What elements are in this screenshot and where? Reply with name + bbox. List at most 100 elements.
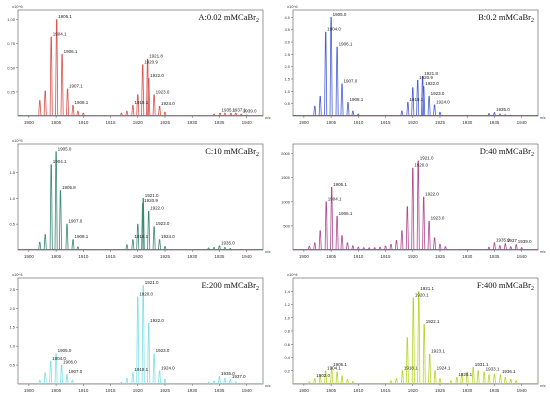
x-tick-label: 1910: [353, 254, 364, 259]
spectrum-panel-f: x10^4 0.2 0.4 0.6 0.8 1.0 1.2 1.4 1900 1905 1910 19…: [275, 268, 550, 402]
peak-label: 1928.1: [458, 372, 472, 377]
spectrum-peak: [449, 380, 453, 385]
peak-label: 1921.1: [420, 286, 434, 291]
spectrum-peak: [147, 323, 151, 385]
spectrum-panel-e: x10^4 0.5 1.0 1.5 2.0 2.5 1900 1905 1910 1915 1920…: [0, 268, 275, 402]
spectrum-peak: [503, 114, 507, 117]
panel-title-subscript: 2: [531, 18, 534, 24]
plot-frame: [292, 143, 539, 251]
spectrum-peak: [324, 370, 328, 385]
peak-label: 1921.0: [420, 155, 434, 160]
spectrum-peak: [330, 367, 334, 385]
spectrum-peak: [428, 353, 432, 385]
peak-label: 1906.1: [339, 211, 353, 216]
spectrum-peak: [131, 372, 135, 385]
peak-label: 1904.1: [53, 31, 67, 36]
spectrum-peak: [152, 226, 156, 251]
y-tick-label: 3.5: [284, 27, 290, 32]
x-unit-label: m/z: [540, 250, 546, 254]
spectrum-peak: [487, 374, 491, 385]
spectrum-peak: [362, 247, 366, 251]
y-tick-label: 2.0: [9, 306, 15, 311]
spectrum-peak: [228, 379, 232, 385]
spectrum-peak: [384, 245, 388, 251]
peak-label: 1904.0: [52, 356, 66, 361]
y-tick-label: 0.4: [284, 355, 290, 360]
spectrum-peak: [223, 247, 227, 251]
spectrum-peak: [476, 370, 480, 385]
spectrum-peak: [520, 247, 524, 251]
spectrum-peak: [60, 364, 64, 385]
spectrum-peak: [373, 247, 377, 251]
spectrum-peak: [313, 378, 317, 385]
spectrum-peak: [438, 243, 442, 251]
spectrum-peak: [71, 105, 75, 117]
x-tick-label: 1900: [299, 388, 310, 393]
peak-label: 1924.0: [161, 234, 175, 239]
x-tick-label: 1900: [299, 254, 310, 259]
peak-label: 1920.9: [144, 59, 158, 64]
spectrum-peak: [492, 242, 496, 251]
x-unit-label: m/z: [540, 116, 546, 120]
spectrum-peak: [43, 372, 47, 385]
spectrum-chart-b: x10^6 0.5 1.0 1.5 2.0 2.5 3.0 3.5 4.0 1900 1905 191…: [284, 4, 546, 125]
x-tick-label: 1905: [326, 254, 337, 259]
spectrum-peak: [509, 114, 513, 117]
panel-title-text: F:400 mMCaBr: [477, 280, 531, 290]
peak-label: 1920.1: [415, 292, 429, 297]
peak-label: 1907.0: [344, 78, 358, 83]
peak-label: 1939.0: [518, 239, 532, 244]
peak-label: 1904.1: [53, 159, 67, 164]
spectrum-peak: [38, 100, 42, 117]
spectrum-peak: [335, 371, 339, 385]
peak-label: 1937: [507, 238, 518, 243]
peak-label: 1935.0: [221, 240, 235, 245]
peak-label: 1919.1: [134, 234, 148, 239]
peak-label: 1922.0: [150, 318, 164, 323]
peak-label: 1920.9: [419, 75, 433, 80]
panel-title-text: B:0.2 mMCaBr: [478, 12, 531, 22]
x-tick-label: 1930: [187, 388, 198, 393]
peak-label: 1935.1: [221, 108, 235, 113]
spectrum-peak: [498, 374, 502, 385]
y-tick-label: 2000: [281, 151, 291, 156]
spectrum-peak: [212, 113, 216, 117]
spectrum-peak: [394, 239, 398, 251]
y-tick-label: 2.5: [284, 52, 290, 57]
spectrum-peak: [514, 380, 518, 385]
panel-title-text: D:40 mMCaBr: [480, 146, 531, 156]
spectrum-panel-b: x10^6 0.5 1.0 1.5 2.0 2.5 3.0 3.5 4.0 1900 1905 191…: [275, 0, 550, 134]
spectrum-peak: [223, 377, 227, 385]
spectrum-peak: [356, 246, 360, 251]
spectrum-peak: [71, 239, 75, 251]
spectrum-peak: [411, 87, 415, 117]
x-tick-label: 1900: [24, 388, 35, 393]
x-tick-label: 1930: [462, 254, 473, 259]
plot-frame: [17, 277, 264, 385]
spectrum-peak: [217, 245, 221, 251]
x-tick-label: 1935: [214, 254, 225, 259]
spectrum-peak: [147, 78, 151, 117]
panel-title-subscript: 2: [256, 18, 259, 24]
peak-label: 1936.1: [502, 369, 516, 374]
spectrum-peak: [503, 243, 507, 251]
plot-frame: [17, 143, 264, 251]
spectrum-peak: [351, 245, 355, 251]
spectrum-peak: [76, 110, 80, 117]
spectrum-peak: [411, 167, 415, 251]
peak-label: 1924.0: [161, 365, 175, 370]
spectrum-peak: [307, 381, 311, 385]
x-tick-label: 1905: [51, 254, 62, 259]
x-tick-label: 1905: [51, 120, 62, 125]
x-tick-label: 1910: [78, 254, 89, 259]
y-tick-label: 2.5: [9, 287, 15, 292]
y-tick-label: 1.0: [9, 344, 15, 349]
peak-label: 1931.1: [475, 362, 489, 367]
spectrum-peak: [482, 371, 486, 385]
x-tick-label: 1940: [242, 120, 253, 125]
spectrum-peak: [400, 370, 404, 385]
spectrum-peak: [136, 94, 140, 117]
spectrum-peak: [487, 113, 491, 117]
spectrum-peak: [455, 376, 459, 385]
spectrum-peak: [207, 381, 211, 385]
